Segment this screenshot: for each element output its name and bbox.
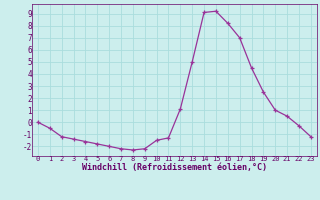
X-axis label: Windchill (Refroidissement éolien,°C): Windchill (Refroidissement éolien,°C) xyxy=(82,163,267,172)
